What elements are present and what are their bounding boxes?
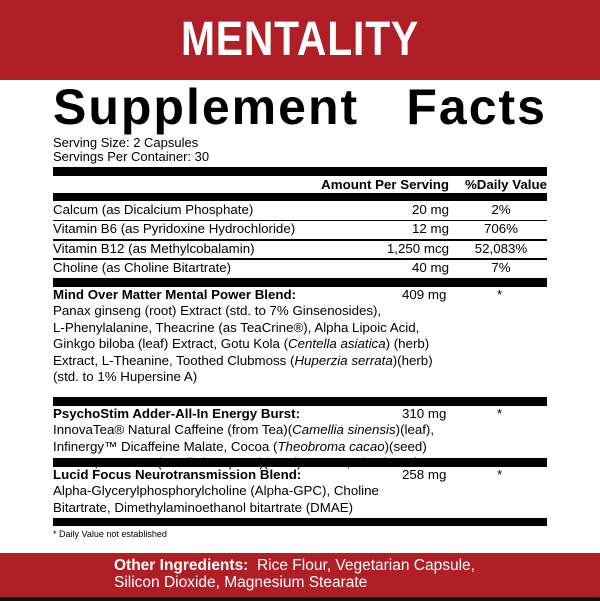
blend-name: PsychoStim Adder-All-In Energy Burst: [53,406,301,421]
page-title: Supplement Facts [53,80,547,134]
other-ingredients-panel [0,553,600,598]
blend-name: Mind Over Matter Mental Power Blend: [53,287,297,302]
other-ingredients-text: Rice Flour, Vegetarian Capsule, [256,557,475,574]
blend-ingredient-line: (std. to 1% Hupersine A) [53,369,198,384]
nutrient-amount: 1,250 mcg [386,240,449,256]
row-divider [53,258,547,260]
blend-ingredient-line: Alpha-Glycerylphosphorylcholine (Alpha-G… [53,483,379,499]
nutrient-dv: 52,083% [474,240,528,256]
brand-header [0,0,600,80]
other-ingredients-line-1: Other Ingredients: Rice Flour, Vegetaria… [114,557,475,574]
blend-ingredient-line: Extract, L-Theanine, Toothed Clubmoss (H… [53,352,433,368]
blend-ingredient-line: L-Phenylalanine, Theacrine (as TeaCrine®… [53,319,420,335]
blend-ingredient-line: Bitartrate, Dimethylaminoethanol bitartr… [53,499,354,515]
divider [53,397,547,406]
column-header-amount: Amount Per Serving [321,177,449,192]
nutrient-name: Choline (as Choline Bitartrate) [53,259,232,275]
nutrient-name: Vitamin B12 (as Methylcobalamin) [53,240,255,256]
divider [53,458,547,467]
bottom-border [0,597,600,601]
divider [53,167,547,176]
blend-ingredient-line: Panax ginseng (root) Extract (std. to 7%… [53,303,382,319]
divider [53,193,547,201]
servings-per-container: Servings Per Container: 30 [53,149,210,164]
blend-dv: * [497,467,503,482]
column-header-dv: %Daily Value [464,177,547,192]
blend-dv: * [497,406,503,421]
divider [53,278,547,287]
nutrient-name: Calcum (as Dicalcium Phosphate) [53,202,254,217]
blend-ingredient-line: InnovaTea® Natural Caffeine (from Tea)(C… [53,422,435,438]
nutrient-dv: 7% [491,259,511,275]
brand-logo: MENTALITY [180,13,420,66]
blend-name: Lucid Focus Neurotransmission Blend: [53,467,302,482]
blend-ingredient-line: Ginkgo biloba (leaf) Extract, Gotu Kola … [53,336,430,352]
row-divider [53,219,547,222]
divider [53,518,547,526]
nutrient-dv: 706% [483,221,518,237]
other-ingredients-line-2: Silicon Dioxide, Magnesium Stearate [114,574,368,591]
title-word-2: Facts [406,79,547,135]
nutrient-amount: 40 mg [412,259,449,275]
nutrient-amount: 20 mg [412,202,449,217]
blend-ingredient-line: Infinergy™ Dicaffeine Malate, Cocoa (The… [53,438,427,454]
footnote: * Daily Value not established [53,529,167,539]
row-divider [53,239,547,241]
blend-dv: * [497,287,503,302]
nutrient-dv: 2% [491,202,511,217]
title-word-1: Supplement [53,79,360,135]
nutrient-amount: 12 mg [412,221,449,237]
serving-size: Serving Size: 2 Capsules [53,135,199,150]
nutrient-name: Vitamin B6 (as Pyridoxine Hydrochloride) [53,221,296,237]
blend-amount: 310 mg [402,406,447,421]
blend-amount: 409 mg [402,287,447,302]
blend-amount: 258 mg [402,467,447,482]
other-ingredients-label: Other Ingredients: [114,557,249,574]
